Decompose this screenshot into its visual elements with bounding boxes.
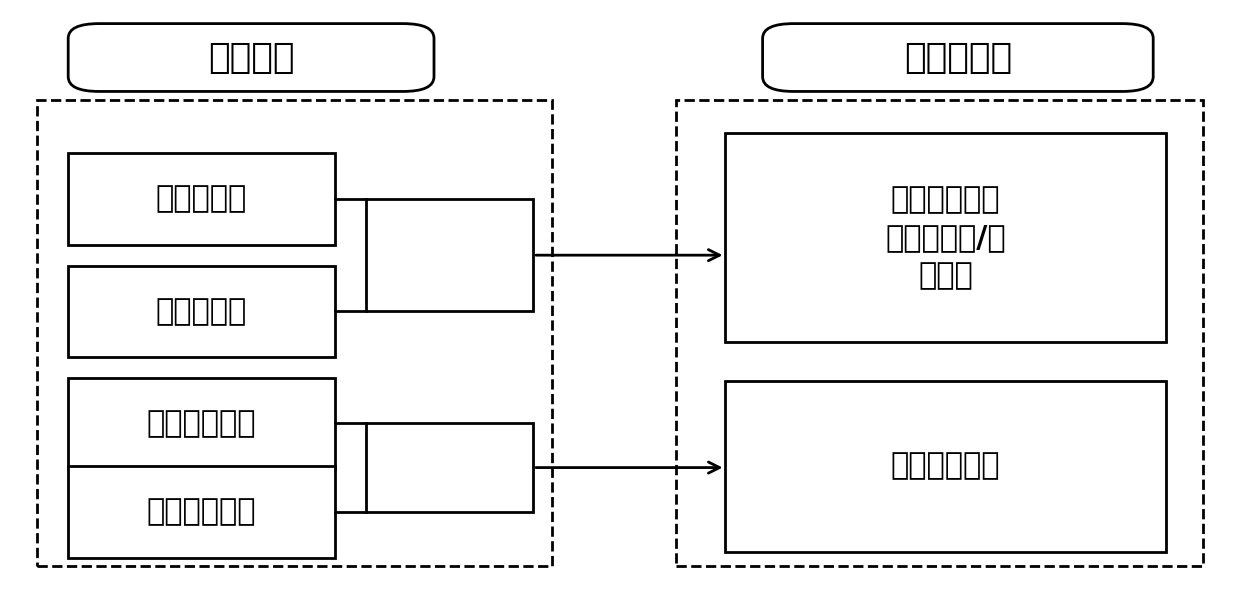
FancyBboxPatch shape (725, 133, 1166, 342)
FancyBboxPatch shape (68, 466, 335, 558)
FancyBboxPatch shape (725, 381, 1166, 552)
Text: 工艺定义模块: 工艺定义模块 (146, 409, 257, 438)
FancyBboxPatch shape (68, 24, 434, 91)
Text: 决策优化模块: 决策优化模块 (146, 497, 257, 526)
Text: 决策优化服务: 决策优化服务 (890, 451, 1001, 481)
FancyBboxPatch shape (366, 199, 533, 312)
Text: 基础数据与经
验知识浏览/下
载服务: 基础数据与经 验知识浏览/下 载服务 (885, 185, 1006, 290)
Bar (676, 100, 1203, 566)
FancyBboxPatch shape (68, 153, 335, 245)
Text: 工艺知识库: 工艺知识库 (156, 185, 247, 214)
FancyBboxPatch shape (68, 378, 335, 469)
FancyBboxPatch shape (68, 266, 335, 357)
FancyBboxPatch shape (763, 24, 1153, 91)
Text: 工艺软件: 工艺软件 (208, 41, 294, 74)
Bar (37, 100, 552, 566)
Text: 云平台系统: 云平台系统 (904, 41, 1012, 74)
FancyBboxPatch shape (366, 424, 533, 512)
Text: 基础数据库: 基础数据库 (156, 297, 247, 326)
